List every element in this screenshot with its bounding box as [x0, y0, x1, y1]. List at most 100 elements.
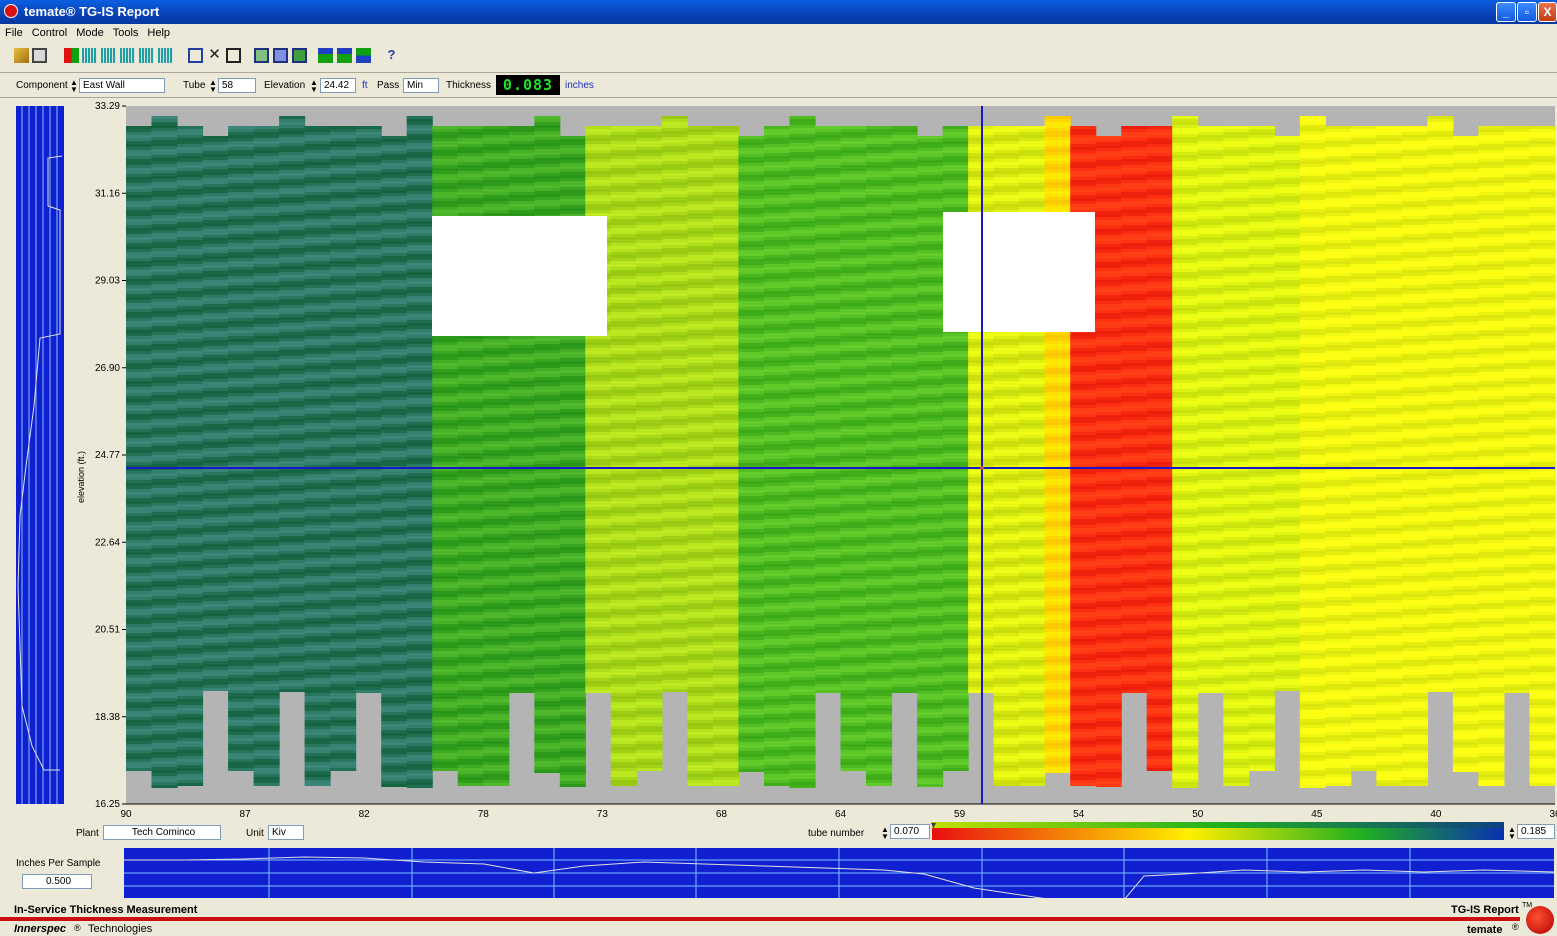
title-bar: temate® TG-IS Report _ ▫ X [0, 0, 1557, 24]
tube-field[interactable]: 58 [218, 78, 256, 93]
y-tick-label: 16.25 [95, 799, 120, 810]
x-tick-label: 87 [240, 809, 252, 820]
company-reg-mark: ® [74, 923, 81, 933]
scale-min-field[interactable]: 0.070 [890, 824, 930, 839]
component-spinner[interactable]: ▲ ▼ [70, 78, 78, 94]
x-tick-label: 64 [835, 809, 847, 820]
menu-bar: File Control Mode Tools Help [0, 24, 1557, 42]
pass2-icon[interactable] [101, 48, 116, 63]
x-tick-label: 59 [954, 809, 966, 820]
y-tick-label: 18.38 [95, 712, 120, 723]
x-tick-label: 68 [716, 809, 728, 820]
pass4-icon[interactable] [139, 48, 154, 63]
menu-mode[interactable]: Mode [76, 27, 104, 39]
scale-max-spinner[interactable]: ▲ ▼ [1508, 825, 1516, 841]
x-tick-label: 90 [120, 809, 132, 820]
y-tick-label: 26.90 [95, 363, 120, 374]
y-tick-label: 20.51 [95, 625, 120, 636]
x-tick-label: 73 [597, 809, 609, 820]
y-tick-label: 33.29 [95, 101, 120, 112]
view1-icon[interactable] [254, 48, 269, 63]
pass-label: Pass [377, 80, 400, 91]
toolbar: ✕ ? [0, 42, 1557, 73]
zoom-icon[interactable] [188, 48, 203, 63]
help-icon[interactable]: ? [387, 47, 396, 62]
scale-max-field[interactable]: 0.185 [1517, 824, 1555, 839]
maximize-button[interactable]: ▫ [1517, 2, 1537, 22]
status-right-title: TG-IS Report [1451, 904, 1519, 916]
minimize-button[interactable]: _ [1496, 2, 1516, 22]
heatmap-columns [126, 116, 1556, 788]
x-tick-label: 78 [478, 809, 490, 820]
menu-tools[interactable]: Tools [112, 27, 139, 39]
window-title: temate® TG-IS Report [24, 4, 160, 19]
y-tick-label: 29.03 [95, 276, 120, 287]
x-tick-label: 82 [359, 809, 371, 820]
pass1-icon[interactable] [82, 48, 97, 63]
temate-logo-icon [1526, 906, 1554, 934]
color-scale-bar[interactable] [932, 828, 1504, 840]
plant-field[interactable]: Tech Cominco [103, 825, 221, 840]
elevation-unit: ft [362, 80, 368, 91]
filter2-icon[interactable] [337, 48, 352, 63]
menu-file[interactable]: File [5, 27, 23, 39]
thickness-heatmap-plot[interactable]: elevation (ft.) 33.29 31.16 29.03 26.90 24.7… [0, 97, 1557, 847]
filter1-icon[interactable] [318, 48, 333, 63]
close-button[interactable]: X [1538, 2, 1557, 22]
y-tick-label: 24.77 [95, 450, 120, 461]
frame-icon[interactable] [226, 48, 241, 63]
company-name-italic: Innerspec [14, 923, 66, 935]
elevation-spinner[interactable]: ▲ ▼ [310, 78, 318, 94]
left-profile-panel [16, 106, 64, 804]
inches-per-sample-field[interactable]: 0.500 [22, 874, 92, 889]
view2-icon[interactable] [273, 48, 288, 63]
tube-spinner[interactable]: ▲ ▼ [209, 78, 217, 94]
unit-label: Unit [246, 828, 264, 839]
y-tick-label: 31.16 [95, 188, 120, 199]
x-tick-label: 40 [1430, 809, 1442, 820]
x-tick-label: 45 [1311, 809, 1323, 820]
pass3-icon[interactable] [120, 48, 135, 63]
pass5-icon[interactable] [158, 48, 173, 63]
thickness-label: Thickness [446, 80, 492, 91]
print-icon[interactable] [32, 48, 47, 63]
tube-label: Tube [183, 80, 206, 91]
color-scale-green-bar [932, 822, 1504, 828]
x-tick-label: 54 [1073, 809, 1085, 820]
filter3-icon[interactable] [356, 48, 371, 63]
company-name-rest: Technologies [88, 923, 153, 935]
menu-help[interactable]: Help [147, 27, 171, 39]
thickness-display: 0.083 [496, 75, 560, 95]
status-bar-bottom: Innerspec ® Technologies temate ® [0, 921, 1557, 936]
elevation-label: Elevation [264, 80, 306, 91]
scale-min-spinner[interactable]: ▲ ▼ [881, 825, 889, 841]
status-bar-top: In-Service Thickness Measurement TG-IS R… [0, 902, 1557, 917]
inches-per-sample-label: Inches Per Sample [16, 858, 101, 869]
field-bar: Component ▲ ▼ East Wall Tube ▲ ▼ 58 Elevat… [0, 73, 1557, 98]
menu-control[interactable]: Control [31, 27, 68, 39]
cross-icon[interactable]: ✕ [208, 46, 221, 63]
y-axis-label: elevation (ft.) [76, 451, 86, 503]
status-divider [0, 917, 1520, 921]
trademark-mark: TM [1522, 902, 1533, 909]
x-tick-label: 50 [1192, 809, 1204, 820]
color-map-icon[interactable] [64, 48, 79, 63]
scale-min-marker-icon[interactable]: ▼ [929, 820, 938, 830]
unit-field[interactable]: Kiv [268, 825, 304, 840]
x-tick-label: 36 [1549, 809, 1557, 820]
view3-icon[interactable] [292, 48, 307, 63]
component-field[interactable]: East Wall [79, 78, 165, 93]
open-icon[interactable] [14, 48, 29, 63]
brand-reg-mark: ® [1512, 922, 1519, 932]
cursor-point [980, 466, 984, 470]
left-profile-chart [17, 106, 63, 804]
y-axis: 33.29 31.16 29.03 26.90 24.77 22.64 20.51 18.38… [95, 101, 126, 810]
component-label: Component [16, 80, 68, 91]
x-axis: 90 87 82 78 73 68 64 59 54 50 45 40 36 [120, 803, 1557, 820]
bottom-profile-panel [124, 848, 1555, 901]
elevation-field[interactable]: 24.42 [320, 78, 356, 93]
y-tick-label: 22.64 [95, 537, 120, 548]
plant-label: Plant [76, 828, 99, 839]
thickness-unit: inches [565, 80, 594, 91]
pass-field[interactable]: Min [403, 78, 439, 93]
